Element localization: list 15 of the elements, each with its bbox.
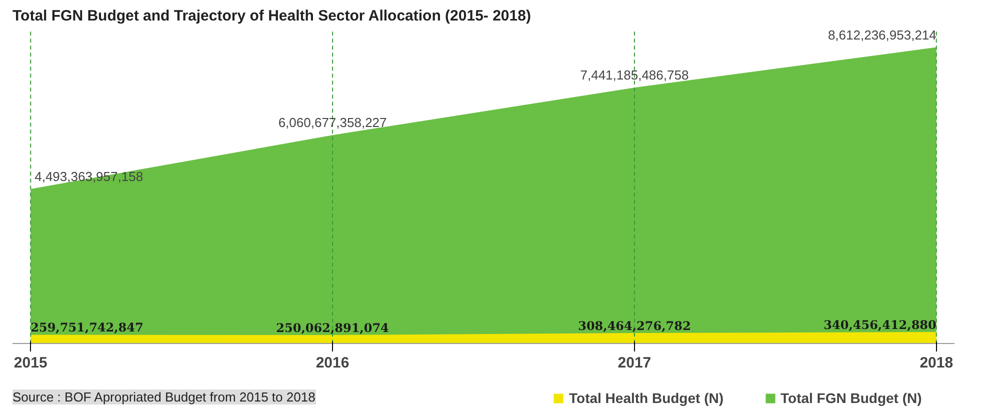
x-tick-label: 2015	[14, 354, 48, 372]
data-label: 340,456,412,880	[824, 318, 936, 332]
chart-title: Total FGN Budget and Trajectory of Health Sector Allocation (2015- 2018)	[12, 8, 531, 24]
data-label: 259,751,742,847	[30, 320, 144, 335]
data-label: 250,062,891,074	[276, 321, 389, 336]
x-tick-label: 2018	[920, 354, 954, 372]
data-label: 7,441,185,486,758	[580, 68, 689, 83]
x-tick-label: 2016	[316, 354, 350, 372]
legend-label: Total Health Budget (N)	[569, 390, 724, 406]
legend-label: Total FGN Budget (N)	[780, 390, 922, 406]
x-tick-label: 2017	[618, 354, 652, 372]
data-label: 8,612,236,953,214	[828, 27, 936, 42]
data-label: 308,464,276,782	[578, 319, 691, 334]
data-label: 6,060,677,358,227	[278, 115, 387, 130]
source-note: Source : BOF Apropriated Budget from 2015 to 2018	[12, 390, 316, 404]
